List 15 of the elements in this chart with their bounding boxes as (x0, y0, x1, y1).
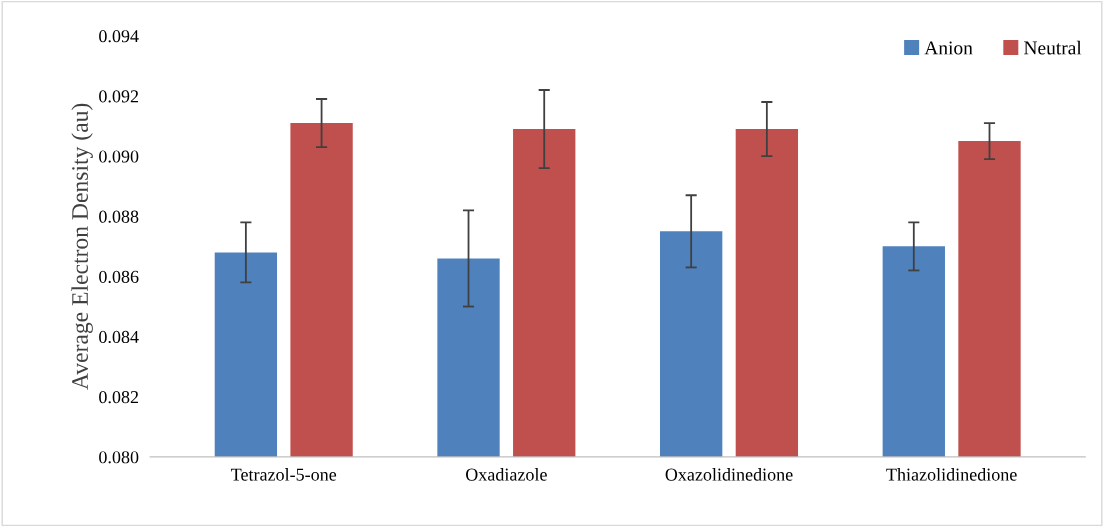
y-tick-label: 0.092 (99, 90, 139, 103)
y-tick-label: 0.094 (99, 30, 139, 43)
legend-label: Anion (924, 41, 973, 55)
y-tick-label: 0.080 (99, 451, 139, 464)
y-axis-title: Average Electron Density (au) (71, 103, 93, 390)
x-tick-label: Tetrazol-5-one (231, 468, 337, 481)
x-tick-label: Thiazolidinedione (886, 468, 1017, 481)
y-tick-label: 0.090 (99, 150, 139, 163)
y-tick-label: 0.088 (99, 210, 139, 223)
y-tick-label: 0.084 (99, 330, 139, 344)
x-tick-label: Oxadiazole (466, 468, 547, 481)
y-tick-label: 0.082 (99, 391, 139, 404)
legend-label: Neutral (1024, 40, 1082, 55)
x-tick-label: Oxazolidinedione (665, 468, 793, 481)
y-tick-label: 0.086 (99, 270, 139, 283)
